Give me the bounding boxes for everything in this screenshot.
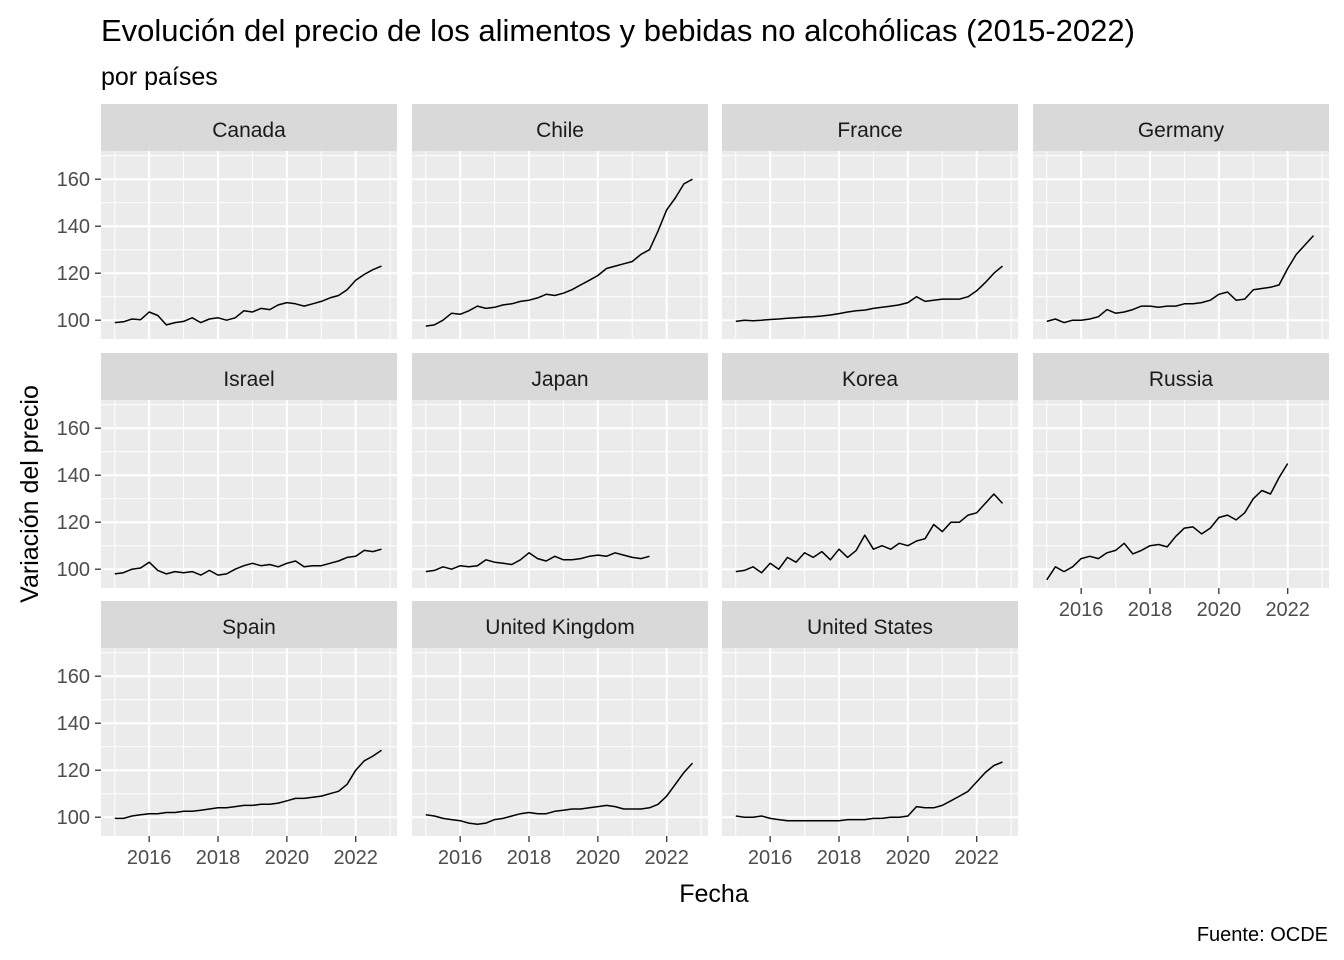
- x-tick-label: 2022: [1265, 599, 1310, 621]
- panel-background: [722, 151, 1018, 339]
- series-line-russia: [1046, 463, 1289, 581]
- facet-strip: [1033, 104, 1329, 151]
- facet-germany: Germany: [1033, 104, 1329, 339]
- facet-strip-label: Israel: [223, 368, 274, 391]
- x-tick-label: 2018: [1128, 599, 1173, 621]
- panel-background: [412, 400, 708, 588]
- panel-plot: 100 120 140 160 2016 2018 2020 2022: [57, 648, 397, 869]
- facet-strip: [412, 353, 708, 400]
- y-tick-label: 120: [57, 512, 90, 534]
- series-line-korea: [735, 493, 1004, 574]
- y-tick-label: 100: [57, 559, 90, 581]
- x-tick-label: 2020: [576, 847, 621, 869]
- chart-subtitle: por países: [101, 63, 218, 91]
- y-tick-label: 100: [57, 807, 90, 829]
- panel-plot: 100 120 140 160: [57, 400, 397, 588]
- facet-united-kingdom: United Kingdom 2016 2018 2020 2022: [412, 601, 708, 869]
- series-line-chile: [425, 178, 693, 327]
- facet-strip-label: Spain: [222, 616, 276, 639]
- facet-spain: Spain 100 120 140 160 2016 2018 2020 2022: [57, 601, 397, 869]
- x-tick-label: 2020: [886, 847, 931, 869]
- series-line-japan: [425, 552, 650, 573]
- panel-plot: 2016 2018 2020 2022: [412, 648, 708, 869]
- series-line-germany: [1046, 235, 1315, 324]
- x-tick-label: 2020: [1197, 599, 1242, 621]
- panel-plot: 2016 2018 2020 2022: [1033, 400, 1329, 621]
- facet-israel: Israel 100 120 140 160: [57, 353, 397, 588]
- panel-background: [1033, 151, 1329, 339]
- facet-strip: [722, 601, 1018, 648]
- facet-strip-label: Korea: [842, 368, 898, 391]
- facet-strip-label: United States: [807, 616, 933, 639]
- x-tick-label: 2022: [954, 847, 999, 869]
- y-tick-label: 140: [57, 465, 90, 487]
- y-tick-label: 160: [57, 169, 90, 191]
- facet-canada: Canada 100 120 140 160: [57, 104, 397, 339]
- panel-plot: [722, 151, 1018, 339]
- y-tick-label: 120: [57, 760, 90, 782]
- x-tick-label: 2016: [438, 847, 483, 869]
- panel-plot: [412, 151, 708, 339]
- facet-russia: Russia 2016 2018 2020 2022: [1033, 353, 1329, 621]
- facet-panels: Canada 100 120 140 160 Chile France Germany Isra…: [57, 104, 1329, 869]
- facet-strip-label: Japan: [531, 368, 588, 391]
- y-tick-label: 140: [57, 713, 90, 735]
- facet-united-states: United States 2016 2018 2020 2022: [722, 601, 1018, 869]
- panel-background: [101, 151, 397, 339]
- y-tick-label: 140: [57, 216, 90, 238]
- y-tick-label: 160: [57, 666, 90, 688]
- series-line-spain: [114, 749, 382, 820]
- x-tick-label: 2016: [1059, 599, 1104, 621]
- chart-title: Evolución del precio de los alimentos y …: [101, 13, 1135, 48]
- facet-strip: [101, 601, 397, 648]
- chart-caption: Fuente: OCDE: [1197, 924, 1328, 946]
- panel-plot: 2016 2018 2020 2022: [722, 648, 1018, 869]
- facet-strip: [101, 353, 397, 400]
- series-line-united-states: [735, 761, 1003, 822]
- series-line-israel: [114, 548, 382, 576]
- panel-background: [412, 151, 708, 339]
- series-line-canada: [114, 265, 382, 326]
- facet-strip-label: France: [837, 119, 902, 142]
- y-tick-label: 100: [57, 310, 90, 332]
- x-tick-label: 2018: [507, 847, 552, 869]
- x-tick-label: 2022: [333, 847, 378, 869]
- series-line-united-kingdom: [425, 762, 694, 826]
- panel-background: [722, 400, 1018, 588]
- facet-strip-label: Canada: [212, 119, 286, 142]
- facet-strip-label: Russia: [1149, 368, 1214, 391]
- panel-plot: [1033, 151, 1329, 339]
- facet-strip-label: Germany: [1138, 119, 1225, 142]
- facet-strip: [412, 104, 708, 151]
- facet-strip: [722, 353, 1018, 400]
- facet-strip: [722, 104, 1018, 151]
- x-axis-title: Fecha: [679, 880, 749, 908]
- facet-strip: [412, 601, 708, 648]
- facet-chile: Chile: [412, 104, 708, 339]
- series-line-france: [735, 265, 1003, 323]
- panel-background: [1033, 400, 1329, 588]
- panel-background: [722, 648, 1018, 836]
- x-tick-label: 2022: [644, 847, 689, 869]
- y-axis-title: Variación del precio: [16, 385, 44, 603]
- facet-france: France: [722, 104, 1018, 339]
- panel-plot: [412, 400, 708, 588]
- facet-japan: Japan: [412, 353, 708, 588]
- facet-strip-label: United Kingdom: [485, 616, 634, 639]
- panel-plot: [722, 400, 1018, 588]
- facet-korea: Korea: [722, 353, 1018, 588]
- facet-strip-label: Chile: [536, 119, 584, 142]
- y-tick-label: 160: [57, 418, 90, 440]
- facet-strip: [1033, 353, 1329, 400]
- x-tick-label: 2018: [196, 847, 241, 869]
- facet-strip: [101, 104, 397, 151]
- panel-plot: 100 120 140 160: [57, 151, 397, 339]
- x-tick-label: 2020: [265, 847, 310, 869]
- x-tick-label: 2016: [748, 847, 793, 869]
- x-tick-label: 2018: [817, 847, 862, 869]
- x-tick-label: 2016: [127, 847, 171, 869]
- y-tick-label: 120: [57, 263, 90, 285]
